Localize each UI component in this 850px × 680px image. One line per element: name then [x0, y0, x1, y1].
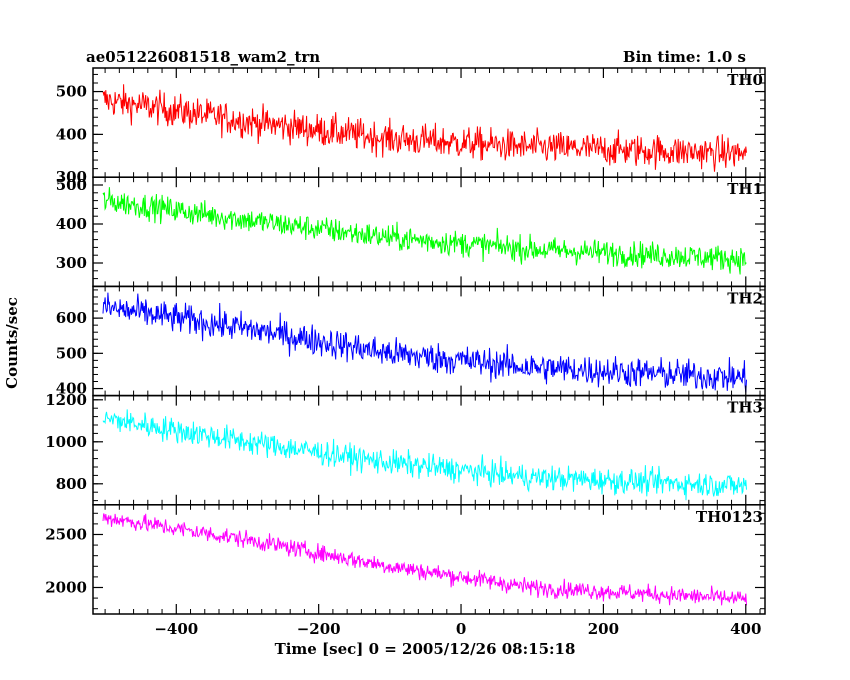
y-tick-label: 300	[56, 168, 87, 186]
series-th0123	[102, 513, 747, 606]
x-tick-label: 400	[730, 620, 761, 638]
panel-frame	[92, 394, 766, 506]
x-axis: −400 −200 0 200 400	[154, 620, 761, 638]
x-tick-label: −400	[154, 620, 198, 638]
panel-th1: 300 400 500 TH1	[56, 176, 766, 288]
panel-label: TH3	[727, 399, 763, 417]
y-tick-label: 800	[56, 475, 87, 493]
y-tick-label: 400	[56, 215, 87, 233]
y-tick-label: 500	[56, 83, 87, 101]
panel-th3: 800 1000 1200 TH3	[45, 391, 766, 506]
panel-th0123: 2000 2500 TH0123	[45, 504, 766, 615]
bin-time-label: Bin time: 1.0 s	[623, 48, 746, 66]
panel-th0: 300 400 500 TH0	[56, 67, 766, 186]
series-th1	[102, 187, 747, 275]
chart-title: ae051226081518_wam2_trn	[86, 48, 320, 66]
y-tick-label: 400	[56, 125, 87, 143]
y-axis-label: Counts/sec	[3, 297, 21, 389]
y-tick-label: 300	[56, 254, 87, 272]
panel-label: TH1	[727, 180, 763, 198]
series-th3	[102, 409, 747, 501]
panel-frame	[92, 504, 766, 615]
x-tick-label: −200	[297, 620, 341, 638]
panel-label: TH0123	[696, 508, 763, 526]
x-axis-label: Time [sec] 0 = 2005/12/26 08:15:18	[275, 640, 576, 658]
panels-group: 300 400 500 TH0 300 400 500 TH1 400 500 600 TH2 800 1…	[45, 67, 766, 615]
y-tick-label: 2500	[45, 525, 87, 543]
x-tick-label: 0	[456, 620, 466, 638]
series-th0	[102, 84, 747, 172]
y-tick-label: 400	[56, 380, 87, 398]
x-tick-label: 200	[588, 620, 619, 638]
y-tick-label: 1200	[45, 391, 87, 409]
panel-frame	[92, 176, 766, 288]
y-tick-label: 1000	[45, 433, 87, 451]
y-tick-label: 600	[56, 309, 87, 327]
y-tick-label: 2000	[45, 578, 87, 596]
y-tick-label: 500	[56, 176, 87, 194]
panel-label: TH2	[727, 289, 763, 307]
panel-frame	[92, 285, 766, 397]
panel-label: TH0	[727, 71, 763, 89]
y-tick-label: 500	[56, 344, 87, 362]
panel-th2: 400 500 600 TH2	[56, 285, 766, 398]
series-th2	[102, 292, 747, 393]
